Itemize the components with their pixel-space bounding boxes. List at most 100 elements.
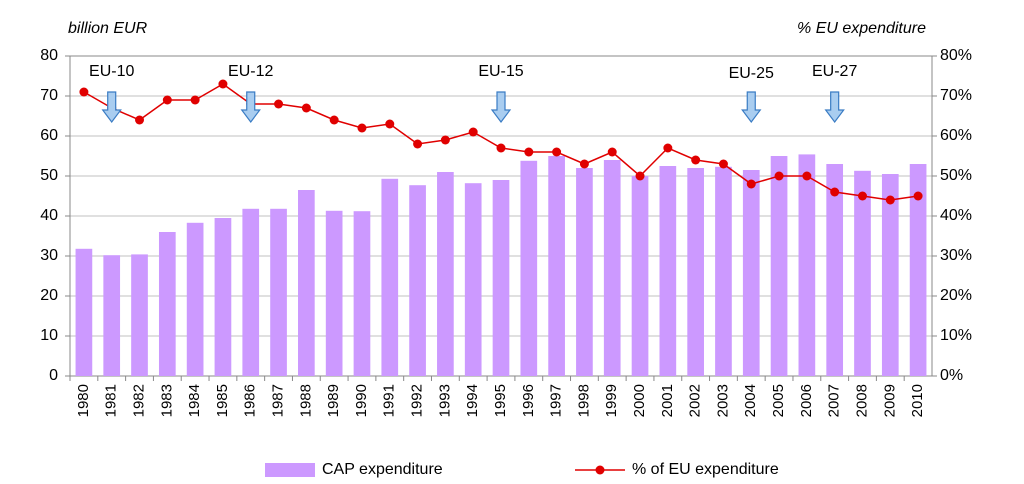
line-point bbox=[274, 99, 284, 109]
bar bbox=[75, 248, 93, 376]
y-tick-label: 0 bbox=[49, 367, 58, 384]
x-tick-label: 1986 bbox=[242, 384, 259, 417]
y-tick-label: 20 bbox=[40, 287, 58, 304]
line-point bbox=[552, 147, 562, 157]
bar bbox=[881, 174, 899, 376]
y-tick-label: 40 bbox=[40, 207, 58, 224]
line-point bbox=[190, 95, 200, 105]
bar bbox=[131, 254, 148, 376]
y2-tick-label: 70% bbox=[940, 87, 972, 104]
annotation-label: EU-12 bbox=[228, 63, 273, 80]
line-point bbox=[496, 143, 506, 153]
bar bbox=[798, 154, 816, 376]
bar bbox=[492, 180, 510, 376]
line-point bbox=[885, 195, 895, 205]
bar bbox=[103, 255, 121, 376]
bar bbox=[659, 166, 677, 376]
y2-tick-label: 50% bbox=[940, 167, 972, 184]
line-point bbox=[774, 171, 784, 181]
x-tick-label: 1984 bbox=[186, 384, 203, 417]
bar bbox=[298, 190, 315, 376]
bar bbox=[437, 172, 454, 376]
y-tick-label: 80 bbox=[40, 47, 58, 64]
x-tick-label: 1980 bbox=[75, 384, 92, 417]
annotation-label: EU-27 bbox=[812, 63, 857, 80]
x-tick-label: 2010 bbox=[909, 384, 926, 417]
bar bbox=[631, 176, 649, 376]
y-axis-label: billion EUR bbox=[68, 20, 148, 37]
line-point bbox=[635, 171, 645, 181]
line-point bbox=[718, 159, 728, 169]
x-tick-label: 1992 bbox=[409, 384, 426, 417]
x-tick-label: 1997 bbox=[548, 384, 565, 417]
annotation-arrow bbox=[240, 91, 261, 123]
line-point bbox=[913, 191, 923, 201]
x-tick-label: 2003 bbox=[714, 384, 731, 417]
annotation-arrow bbox=[824, 91, 845, 123]
line-point bbox=[357, 123, 367, 133]
annotation-label: EU-25 bbox=[729, 65, 774, 82]
line-point bbox=[135, 115, 145, 125]
line-point bbox=[468, 127, 478, 137]
line-point bbox=[218, 79, 228, 89]
bar bbox=[242, 208, 260, 376]
y-tick-label: 60 bbox=[40, 127, 58, 144]
x-tick-label: 1988 bbox=[297, 384, 314, 417]
y2-tick-label: 20% bbox=[940, 287, 972, 304]
bar bbox=[854, 170, 871, 376]
annotation-arrow bbox=[490, 91, 512, 123]
line-point bbox=[385, 119, 395, 129]
line-point bbox=[857, 191, 867, 201]
bar bbox=[186, 222, 204, 376]
x-tick-label: 1985 bbox=[214, 384, 231, 417]
x-tick-label: 2004 bbox=[742, 384, 759, 417]
y2-tick-label: 10% bbox=[940, 327, 972, 344]
legend-swatch bbox=[595, 465, 605, 475]
x-tick-label: 2009 bbox=[881, 384, 898, 417]
y-tick-label: 30 bbox=[40, 247, 58, 264]
x-tick-label: 1999 bbox=[603, 384, 620, 417]
bar bbox=[158, 232, 176, 376]
x-tick-label: 1998 bbox=[575, 384, 592, 417]
y-tick-label: 10 bbox=[40, 327, 58, 344]
annotation-label: EU-10 bbox=[89, 63, 134, 80]
line-point bbox=[329, 115, 339, 125]
x-tick-label: 1995 bbox=[492, 384, 509, 417]
line-point bbox=[79, 87, 89, 97]
x-tick-label: 2007 bbox=[826, 384, 843, 417]
x-tick-label: 1991 bbox=[381, 384, 398, 417]
legend-swatch bbox=[265, 463, 315, 477]
line-point bbox=[663, 143, 673, 153]
x-tick-label: 2006 bbox=[798, 384, 815, 417]
line-point bbox=[524, 147, 534, 157]
line-point bbox=[440, 135, 450, 145]
y-tick-label: 70 bbox=[40, 87, 58, 104]
bar bbox=[214, 218, 232, 376]
y-tick-label: 50 bbox=[40, 167, 58, 184]
legend-label: CAP expenditure bbox=[322, 461, 443, 478]
line-point bbox=[746, 179, 756, 189]
bar bbox=[464, 183, 482, 376]
annotation-arrow bbox=[741, 91, 762, 123]
bar bbox=[687, 168, 704, 376]
bar bbox=[520, 160, 538, 376]
y2-tick-label: 80% bbox=[940, 47, 972, 64]
bar bbox=[603, 160, 621, 376]
x-tick-label: 1990 bbox=[353, 384, 370, 417]
x-tick-label: 1987 bbox=[270, 384, 287, 417]
line-point bbox=[579, 159, 589, 169]
x-tick-label: 2005 bbox=[770, 384, 787, 417]
bar bbox=[270, 208, 287, 376]
x-tick-label: 1983 bbox=[158, 384, 175, 417]
bar bbox=[770, 156, 788, 376]
bar bbox=[409, 185, 426, 376]
annotation-label: EU-15 bbox=[478, 63, 523, 80]
bar bbox=[325, 210, 343, 376]
x-tick-label: 2000 bbox=[631, 384, 648, 417]
x-tick-label: 1982 bbox=[130, 384, 147, 417]
bar bbox=[909, 164, 927, 376]
x-tick-label: 1981 bbox=[103, 384, 120, 417]
annotation-arrow bbox=[101, 91, 122, 123]
bar bbox=[548, 156, 565, 376]
